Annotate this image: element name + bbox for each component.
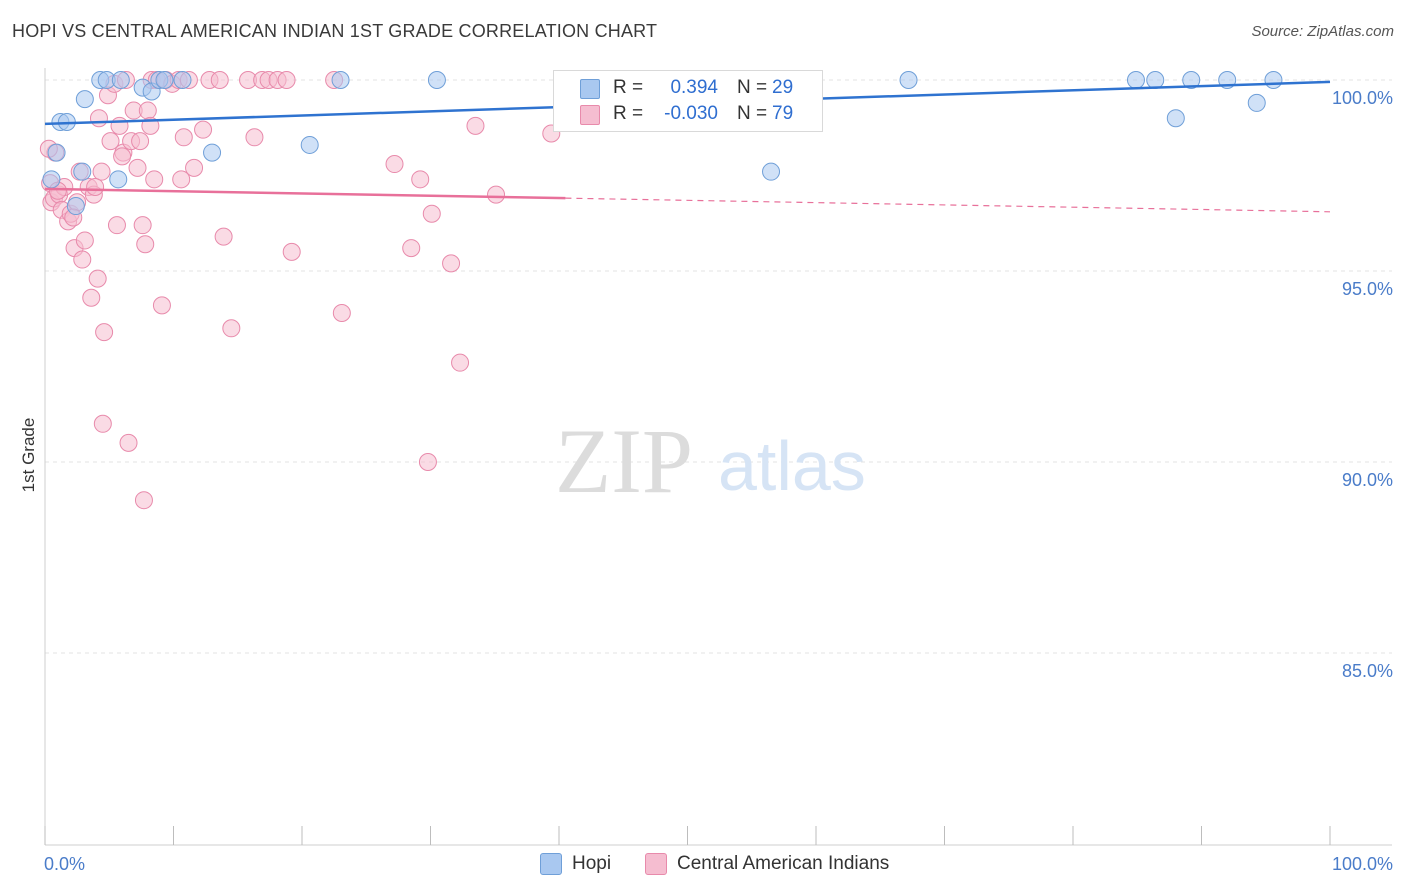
cai-point	[185, 158, 204, 177]
cai-point	[75, 231, 94, 250]
cai-point	[222, 319, 241, 338]
hopi-point	[300, 135, 319, 154]
cai-point	[93, 414, 112, 433]
cai-point	[277, 71, 296, 89]
cai-point	[411, 170, 430, 189]
legend-r-value: 0.394	[670, 77, 718, 98]
cai-point	[332, 304, 351, 323]
cai-point	[95, 323, 114, 342]
legend-n-value: 29	[772, 77, 794, 98]
cai-point	[128, 158, 147, 177]
y-axis-label: 1st Grade	[19, 418, 38, 493]
x-tick-label: 100.0%	[1332, 854, 1393, 874]
x-tick-label: 0.0%	[44, 854, 85, 874]
legend-swatch-cai	[580, 105, 600, 125]
hopi-point	[173, 71, 192, 89]
cai-trend-line-dashed	[565, 197, 1331, 213]
hopi-point	[66, 197, 85, 216]
cai-point	[107, 216, 126, 235]
gridlines	[45, 79, 1392, 654]
watermark-zip: ZIP	[555, 410, 693, 512]
legend-r-value: -0.030	[664, 103, 718, 124]
hopi-point	[1146, 71, 1165, 89]
hopi-point	[762, 162, 781, 181]
hopi-point	[73, 162, 92, 181]
bottom-legend-label-cai: Central American Indians	[677, 853, 890, 874]
cai-point	[194, 120, 213, 139]
legend-n-label: N =	[737, 77, 768, 98]
cai-point	[487, 185, 506, 204]
cai-point	[82, 288, 101, 307]
hopi-point	[42, 170, 61, 189]
correlation-legend: R = 0.394 N = 29 R = -0.030 N = 79	[553, 70, 823, 132]
cai-point	[119, 433, 138, 452]
legend-n-label: N =	[737, 103, 768, 124]
legend-swatch-hopi	[580, 79, 600, 99]
hopi-point	[75, 90, 94, 109]
hopi-point	[1264, 71, 1283, 89]
cai-point	[282, 242, 301, 261]
bottom-legend-label-hopi: Hopi	[572, 853, 612, 874]
cai-point	[442, 254, 461, 273]
cai-point	[245, 128, 264, 147]
hopi-point	[899, 71, 918, 89]
cai-trend-line	[44, 187, 566, 200]
legend-r-label: R =	[613, 77, 644, 98]
hopi-point	[203, 143, 222, 162]
cai-point	[110, 116, 129, 135]
cai-point	[402, 239, 421, 258]
cai-point	[214, 227, 233, 246]
bottom-legend-swatch-hopi	[540, 853, 562, 875]
hopi-point	[1166, 109, 1185, 128]
tick-labels: 100.0% 95.0% 90.0% 85.0% 0.0% 100.0%	[44, 88, 1393, 874]
cai-point	[174, 128, 193, 147]
y-tick-label: 90.0%	[1342, 470, 1393, 490]
series-central-american-indians	[39, 71, 561, 510]
watermark: ZIP atlas	[555, 410, 866, 512]
cai-point	[131, 132, 150, 151]
cai-point	[133, 216, 152, 235]
cai-point	[138, 101, 157, 120]
hopi-point	[47, 143, 66, 162]
cai-point	[422, 204, 441, 223]
hopi-point	[1182, 71, 1201, 89]
hopi-point	[155, 71, 174, 89]
hopi-point	[1247, 93, 1266, 112]
cai-point	[210, 71, 229, 89]
cai-point	[101, 132, 120, 151]
cai-point	[89, 109, 108, 128]
cai-point	[466, 116, 485, 135]
hopi-point	[109, 170, 128, 189]
chart-title: HOPI VS CENTRAL AMERICAN INDIAN 1ST GRAD…	[12, 21, 658, 41]
cai-point	[92, 162, 111, 181]
cai-point	[385, 155, 404, 174]
cai-point	[172, 170, 191, 189]
cai-point	[145, 170, 164, 189]
y-tick-label: 95.0%	[1342, 279, 1393, 299]
hopi-point	[111, 71, 130, 89]
legend-row-cai: R = -0.030 N = 79	[554, 101, 822, 127]
cai-point	[86, 177, 105, 196]
watermark-atlas: atlas	[718, 427, 866, 505]
hopi-point	[331, 71, 350, 89]
y-tick-label: 100.0%	[1332, 88, 1393, 108]
axes	[44, 68, 1392, 846]
source-attribution: Source: ZipAtlas.com	[1251, 23, 1394, 40]
hopi-point	[1126, 71, 1145, 89]
legend-row-hopi: R = 0.394 N = 29	[554, 75, 822, 101]
cai-point	[152, 296, 171, 315]
y-tick-label: 85.0%	[1342, 661, 1393, 681]
cai-point	[136, 235, 155, 254]
cai-point	[113, 147, 132, 166]
cai-point	[418, 453, 437, 471]
hopi-point	[427, 71, 446, 89]
cai-point	[134, 491, 153, 510]
cai-point	[451, 353, 470, 372]
legend-n-value: 79	[772, 103, 794, 124]
cai-point	[88, 269, 107, 288]
bottom-legend-swatch-cai	[645, 853, 667, 875]
cai-point	[73, 250, 92, 269]
legend-r-label: R =	[613, 103, 644, 124]
